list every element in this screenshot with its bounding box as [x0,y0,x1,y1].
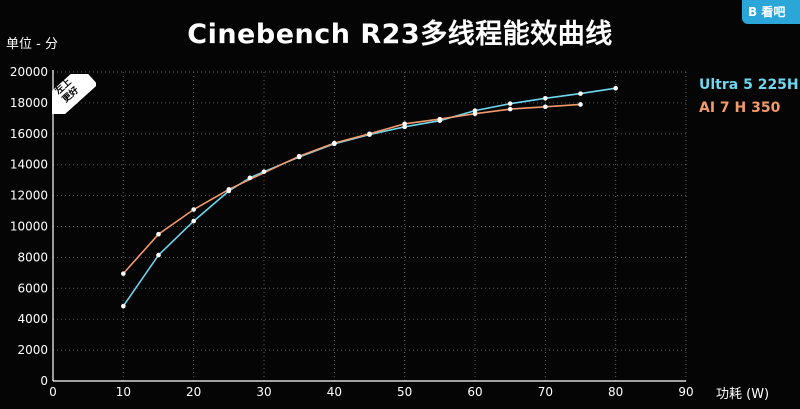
y-tick-label: 12000 [10,189,48,203]
series-1-point [402,121,407,127]
y-tick-label: 16000 [10,127,48,141]
series-0-point [507,101,513,106]
series-0-point [613,85,618,91]
series-1-point [437,116,443,122]
series-0-point [261,169,267,174]
series-0-point [578,91,583,96]
channel-logo: B 看吧 [742,0,800,24]
series-0-point [543,95,548,101]
y-tick-label: 10000 [10,220,48,234]
x-tick-label: 30 [256,385,271,399]
series-line-1 [122,103,581,275]
series-0-point [156,252,161,258]
series-1-point [367,131,372,137]
better-direction-badge: 左上 更好 [52,74,96,114]
x-tick-label: 60 [467,385,482,399]
x-tick-label: 40 [327,385,342,399]
series-1-point [472,111,478,117]
x-axis-unit-label: 功耗 (W) [716,387,770,402]
x-tick-label: 70 [538,385,553,399]
y-tick-label: 6000 [17,281,48,295]
series-1-point [332,140,337,146]
legend-ai-7-h-350: AI 7 H 350 [699,100,781,116]
series-1-point [543,104,548,110]
x-tick-label: 90 [678,385,693,399]
series-0-point [121,303,126,309]
y-axis-unit-label: 单位 - 分 [6,37,58,52]
y-tick-label: 20000 [10,65,48,79]
series-1-point [191,207,196,212]
series-1-point [296,153,302,159]
x-tick-label: 50 [397,385,412,399]
x-tick-label: 10 [116,385,131,399]
series-1-point [156,231,161,237]
series-1-point [507,106,513,112]
y-tick-label: 4000 [17,312,48,326]
chart-title: Cinebench R23多线程能效曲线 [187,19,613,50]
y-tick-label: 18000 [10,96,48,110]
series-1-point [578,102,583,107]
series-line-0 [122,87,616,307]
series-0-point [247,175,253,181]
y-tick-label: 0 [40,374,48,388]
x-tick-label: 0 [49,385,57,399]
series-1-point [121,271,126,276]
legend-ultra-5-225h: Ultra 5 225H [699,77,799,93]
y-tick-label: 14000 [10,158,48,172]
y-tick-label: 8000 [17,250,48,264]
series-1-point [226,187,232,192]
x-tick-label: 20 [186,385,201,399]
series-0-point [191,218,196,224]
x-tick-label: 80 [608,385,623,399]
y-tick-label: 2000 [17,343,48,357]
